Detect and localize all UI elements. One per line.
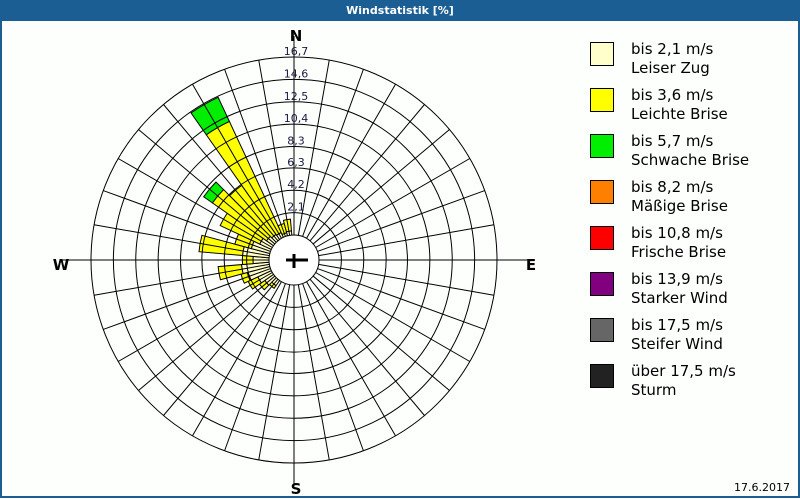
legend-swatch — [590, 318, 614, 342]
legend-swatch — [590, 180, 614, 204]
compass-south-label: S — [291, 480, 302, 498]
wind-sector-bar — [217, 264, 244, 281]
compass-west-label: W — [53, 256, 70, 274]
radial-tick-label: 14,6 — [284, 67, 309, 80]
legend-swatch — [590, 364, 614, 388]
radial-tick-label: 10,4 — [284, 112, 309, 125]
compass-east-label: E — [526, 256, 536, 274]
legend-swatch — [590, 88, 614, 112]
radial-tick-label: 6,3 — [287, 156, 305, 169]
wind-rose-grid — [60, 36, 528, 484]
date-label: 17.6.2017 — [734, 481, 790, 494]
legend-label: bis 10,8 m/s Frische Brise — [631, 224, 727, 261]
legend-label: bis 2,1 m/s Leiser Zug — [631, 40, 714, 77]
legend-swatch — [590, 226, 614, 250]
radial-tick-label: 8,3 — [287, 135, 305, 148]
window-title: Windstatistik [%] — [0, 0, 800, 21]
legend-swatch — [590, 134, 614, 158]
legend-label: bis 5,7 m/s Schwache Brise — [631, 132, 750, 169]
radial-tick-label: 12,5 — [284, 90, 309, 103]
radial-tick-labels: 2,1 4,2 6,3 8,3 10,4 12,5 14,6 16,7 — [284, 45, 309, 214]
legend-swatch — [590, 42, 614, 66]
legend-swatch — [590, 272, 614, 296]
legend-label: über 17,5 m/s Sturm — [631, 362, 736, 399]
wind-sector-bar — [198, 234, 245, 257]
legend-label: bis 17,5 m/s Steifer Wind — [631, 316, 723, 353]
legend-label: bis 3,6 m/s Leichte Brise — [631, 86, 728, 123]
radial-tick-label: 4,2 — [287, 178, 305, 191]
compass-north-label: N — [290, 27, 303, 45]
radial-tick-label: 2,1 — [287, 201, 305, 214]
radial-tick-label: 16,7 — [284, 45, 309, 58]
legend-label: bis 13,9 m/s Starker Wind — [631, 270, 728, 307]
wind-sector-bar — [190, 96, 231, 136]
legend-label: bis 8,2 m/s Mäßige Brise — [631, 178, 728, 215]
